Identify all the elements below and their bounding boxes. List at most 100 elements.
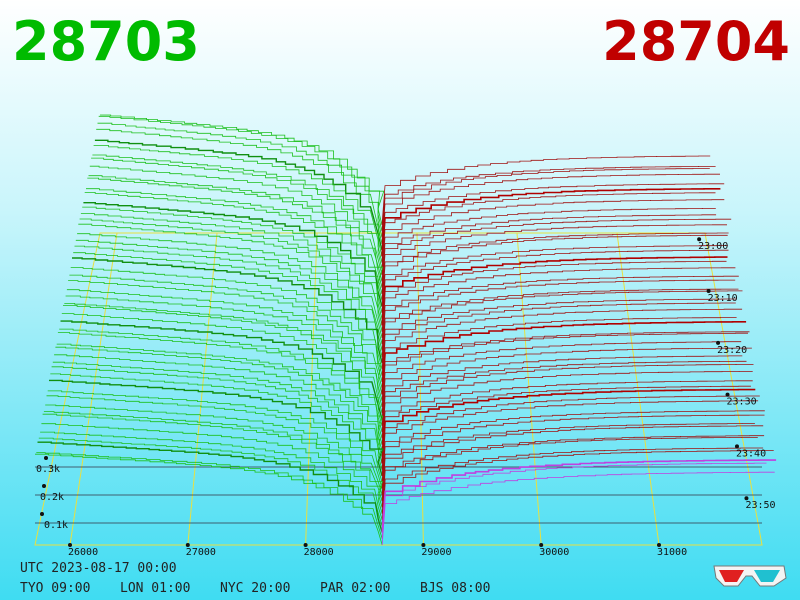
- bid-depth-slice: [87, 177, 383, 288]
- ask-depth-slice: [381, 363, 754, 439]
- price-label: 27000: [186, 547, 216, 558]
- ask-depth-slice: [381, 317, 737, 389]
- bid-depth-slice: [94, 139, 383, 251]
- clock: LON 01:00: [120, 581, 190, 596]
- ask-depth-slice: [381, 214, 717, 282]
- bid-depth-slice: [80, 213, 383, 320]
- bid-depth-slice: [97, 122, 383, 238]
- time-tick: [744, 496, 749, 501]
- price-grid-line: [187, 232, 218, 546]
- ask-depth-slice: [381, 279, 736, 351]
- ask-depth-slice: [381, 400, 759, 477]
- ask-depth-slice: [381, 245, 728, 313]
- ask-depth-slice: [381, 414, 765, 489]
- bid-depth-slice: [43, 411, 383, 502]
- ask-depth-slice: [381, 410, 765, 483]
- ask-depth-slice: [381, 183, 725, 251]
- bid-depth-slice: [59, 328, 383, 426]
- ask-depth-slice: [381, 347, 752, 420]
- price-tick: [185, 543, 190, 547]
- time-tick: [697, 237, 702, 242]
- bid-depth-slice: [46, 395, 383, 489]
- ask-depth-slice: [381, 471, 775, 546]
- ask-depth-slice: [381, 302, 736, 376]
- time-tick: [716, 340, 721, 345]
- clock: PAR 02:00: [320, 581, 390, 596]
- depth-label: 0.1k: [44, 520, 68, 531]
- ask-depth-slice: [381, 360, 747, 433]
- time-label: 23:40: [736, 448, 766, 459]
- ask-depth-slice: [381, 447, 764, 520]
- bid-depth-slice: [63, 304, 383, 408]
- utc-time: UTC 2023-08-17 00:00: [20, 561, 177, 576]
- bid-depth-slice: [57, 332, 383, 433]
- bid-depth-slice: [77, 233, 383, 338]
- time-tick: [706, 289, 711, 294]
- ask-depth-slice: [381, 234, 728, 307]
- depth-tick: [40, 512, 44, 516]
- time-label: 23:30: [727, 397, 757, 408]
- bid-depth-slice: [88, 175, 383, 282]
- ask-depth-slice: [381, 155, 711, 226]
- time-label: 23:50: [745, 500, 775, 511]
- bid-depth-slice: [92, 154, 383, 263]
- time-label: 23:00: [698, 241, 728, 252]
- ask-depth-slice: [381, 260, 727, 332]
- ask-depth-slice: [381, 218, 732, 288]
- price-grid-line: [305, 232, 318, 546]
- clock: NYC 20:00: [220, 581, 290, 596]
- bid-depth-slice: [40, 431, 383, 521]
- bid-depth-slice: [54, 354, 383, 452]
- ask-depth-slice: [381, 275, 739, 345]
- bid-depth-slice: [100, 114, 385, 226]
- bid-depth-slice: [51, 366, 383, 464]
- bid-depth-slice: [98, 115, 383, 232]
- bid-depth-slice: [70, 266, 383, 370]
- bid-depth-slice: [72, 257, 383, 364]
- bid-depth-slice: [96, 128, 383, 244]
- ask-depth-slice: [381, 168, 710, 238]
- price-grid-line: [69, 232, 118, 546]
- depth-label: 0.2k: [40, 492, 64, 503]
- ask-depth-slice: [381, 290, 743, 364]
- bid-depth-slice: [55, 346, 384, 445]
- ask-depth-slice: [381, 425, 764, 502]
- ask-depth-slice: [381, 308, 743, 382]
- price-tick: [303, 543, 308, 547]
- bid-depth-slice: [65, 295, 383, 395]
- bid-depth-slice: [56, 343, 383, 439]
- ask-depth-slice: [381, 224, 727, 295]
- bid-depth-slice: [35, 453, 383, 546]
- clock: TYO 09:00: [20, 581, 90, 596]
- bid-price: 28703: [12, 10, 200, 73]
- time-tick: [725, 392, 730, 397]
- ask-depth-slice: [381, 459, 777, 533]
- ask-depth-slice: [381, 207, 716, 276]
- ask-depth-slice: [381, 385, 751, 458]
- ask-depth-slice: [381, 395, 760, 470]
- ask-depth-slice: [381, 331, 750, 401]
- depth-tick: [42, 484, 46, 488]
- price-grid-line: [516, 232, 542, 546]
- axis-labels: 26000 27000 28000 29000 30000 31000 0.3k 0.2k 0.…: [36, 237, 776, 558]
- ask-depth-slice: [381, 298, 736, 370]
- ask-depth-slice: [381, 341, 742, 414]
- ask-depth-slice: [381, 332, 748, 408]
- depth-label: 0.3k: [36, 464, 60, 475]
- ask-depth-slice: [381, 450, 774, 527]
- clock: BJS 08:00: [420, 581, 490, 596]
- ask-depth-slice: [381, 188, 721, 257]
- 3d-glasses-toggle[interactable]: [713, 565, 787, 587]
- ask-depth-slice: [381, 423, 755, 495]
- bid-depth-slice: [78, 223, 383, 332]
- price-label: 29000: [421, 547, 451, 558]
- world-clocks: TYO 09:00 LON 01:00 NYC 20:00 PAR 02:00 BJS …: [20, 581, 490, 596]
- time-label: 23:20: [717, 345, 747, 356]
- ask-depth-slice: [381, 199, 725, 269]
- price-tick: [68, 543, 72, 547]
- time-tick: [734, 444, 739, 449]
- ask-depth-slice: [381, 435, 765, 508]
- bid-depth-slice: [49, 379, 384, 477]
- bid-depth-slice: [37, 441, 383, 533]
